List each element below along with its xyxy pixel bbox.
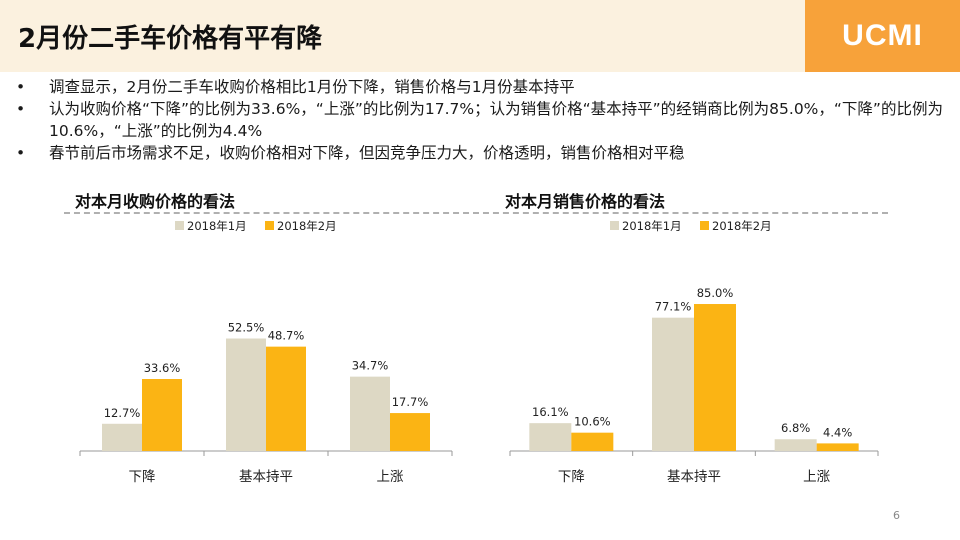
chart-title-sales: 对本月销售价格的看法 xyxy=(505,192,666,211)
bullet-list: 调查显示，2月份二手车收购价格相比1月份下降，销售价格与1月份基本持平 认为收购… xyxy=(16,76,946,164)
legend-swatch xyxy=(265,221,274,230)
bar xyxy=(816,443,859,451)
bar xyxy=(694,304,736,451)
category-label: 上涨 xyxy=(803,469,831,485)
legend-label: 2018年1月 xyxy=(622,219,682,233)
data-label: 77.1% xyxy=(655,300,692,314)
data-label: 52.5% xyxy=(228,321,265,335)
data-label: 34.7% xyxy=(352,359,389,373)
legend-label: 2018年1月 xyxy=(187,219,247,233)
bar xyxy=(652,317,694,451)
bar xyxy=(102,423,142,451)
data-label: 6.8% xyxy=(781,421,810,435)
data-label: 12.7% xyxy=(104,406,141,420)
bar xyxy=(571,432,614,451)
legend-swatch xyxy=(175,221,184,230)
dashed-divider xyxy=(64,212,888,214)
bar xyxy=(226,338,266,451)
bullet-item: 认为收购价格“下降”的比例为33.6%，“上涨”的比例为17.7%；认为销售价格… xyxy=(16,98,946,142)
sales-price-chart: 2018年1月 2018年2月 16.1% 10.6% 下降 77.1% 85.0% 基本持平… xyxy=(509,219,879,485)
data-label: 16.1% xyxy=(532,405,569,419)
category-label: 上涨 xyxy=(377,469,404,485)
legend-label: 2018年2月 xyxy=(277,219,337,233)
legend-swatch xyxy=(610,221,619,230)
data-label: 33.6% xyxy=(144,361,181,375)
bar xyxy=(266,346,306,451)
slide-title: 2月份二手车价格有平有降 xyxy=(18,24,323,54)
bar xyxy=(529,423,572,451)
bar xyxy=(142,379,182,451)
bar xyxy=(390,413,430,451)
logo: UCMI xyxy=(805,0,960,72)
bullet-item: 春节前后市场需求不足，收购价格相对下降，但因竞争压力大，价格透明，销售价格相对平… xyxy=(16,142,946,164)
data-label: 10.6% xyxy=(574,415,611,429)
data-label: 48.7% xyxy=(268,329,305,343)
header-bar xyxy=(0,0,805,72)
category-label: 基本持平 xyxy=(667,468,721,485)
bullet-item: 调查显示，2月份二手车收购价格相比1月份下降，销售价格与1月份基本持平 xyxy=(16,76,946,98)
page-number: 6 xyxy=(893,509,900,522)
legend-swatch xyxy=(700,221,709,230)
purchase-price-chart: 2018年1月 2018年2月 12.7% 33.6% 下降 52.5%48.7% 基本持平… xyxy=(79,219,453,485)
bar xyxy=(350,376,390,451)
logo-text: UCMI xyxy=(842,19,923,52)
chart-title-purchase: 对本月收购价格的看法 xyxy=(75,192,236,211)
category-label: 下降 xyxy=(558,469,586,485)
category-label: 基本持平 xyxy=(239,468,293,485)
data-label: 4.4% xyxy=(823,425,852,439)
legend-label: 2018年2月 xyxy=(712,219,772,233)
bar xyxy=(774,439,817,451)
data-label: 85.0% xyxy=(697,286,734,300)
category-label: 下降 xyxy=(129,469,156,485)
data-label: 17.7% xyxy=(392,395,429,409)
